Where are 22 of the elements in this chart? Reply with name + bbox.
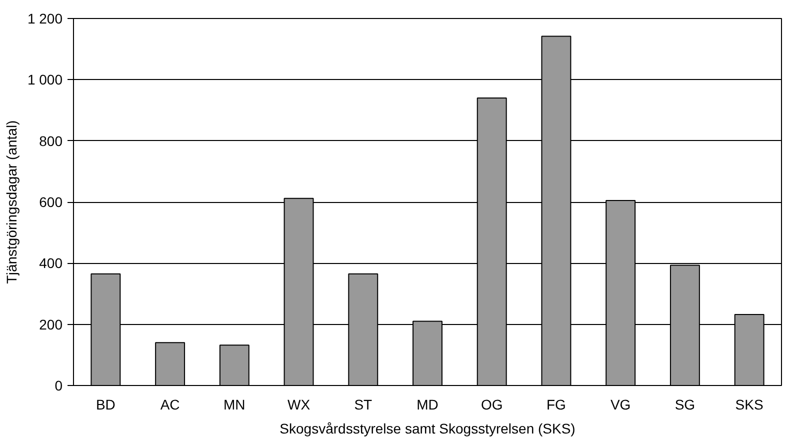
x-tick-label: MN — [224, 396, 246, 412]
x-tick-label: FG — [546, 396, 566, 412]
x-tick-label: SKS — [735, 396, 764, 412]
bar — [155, 342, 186, 386]
x-tick-label: SG — [674, 396, 696, 412]
y-tick-label: 600 — [39, 194, 63, 210]
x-tick-label: VG — [610, 396, 631, 412]
x-tick-label: BD — [96, 396, 116, 412]
x-tick-label: WX — [287, 396, 311, 412]
y-tick-label: 200 — [39, 316, 63, 332]
x-tick-label: AC — [160, 396, 180, 412]
y-tick-label: 400 — [39, 255, 63, 272]
y-axis-title: Tjänstgöringsdagar (antal) — [3, 120, 20, 284]
bar — [219, 344, 250, 386]
x-axis-title: Skogsvårdsstyrelse samt Skogsstyrelsen (SKS) — [280, 420, 576, 436]
x-tick-label: MD — [416, 396, 438, 412]
y-tick-label: 1 000 — [27, 72, 63, 88]
x-tick-label: OG — [480, 396, 503, 412]
y-tick-label: 800 — [39, 132, 63, 149]
x-tick-label: ST — [354, 396, 373, 412]
y-tick-label: 1 200 — [27, 10, 63, 26]
y-tick-label: 0 — [54, 378, 63, 394]
